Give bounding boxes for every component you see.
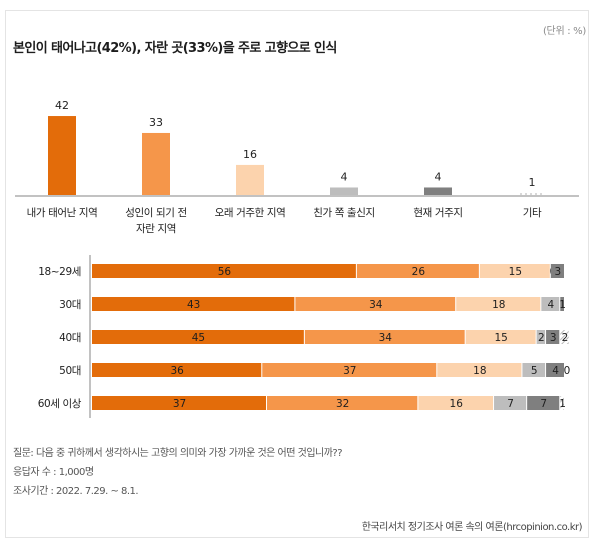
stack-segment [356, 264, 479, 278]
segment-label: 1 [559, 398, 566, 410]
unit-label: (단위 : %) [542, 26, 586, 37]
stack-segment [295, 297, 456, 311]
stack-segment [456, 297, 541, 311]
segment-label: 37 [173, 398, 186, 410]
respondent-count: 응답자 수 : 1,000명 [13, 467, 94, 478]
stack-segment [465, 330, 536, 344]
category-label: 친가 쪽 출신지 [313, 207, 374, 219]
stack-segment [418, 396, 494, 410]
bar [424, 187, 452, 195]
category-label: 내가 태어난 지역 [27, 207, 98, 219]
segment-label: 43 [187, 299, 200, 311]
chart-title: 본인이 태어나고(42%), 자란 곳(33%)을 주로 고향으로 인식 [13, 41, 337, 56]
segment-label: 26 [412, 266, 426, 278]
data-label: 42 [55, 99, 69, 112]
stack-segment [541, 297, 560, 311]
data-label: 4 [341, 170, 348, 183]
overall-bar-chart: 42 내가 태어난 지역 33 성인이 되기 전자란 지역 16 오래 거주한 지역 4 친가… [15, 99, 579, 235]
segment-label: 4 [547, 299, 554, 311]
stack-segment [92, 297, 295, 311]
stack-segment [437, 363, 522, 377]
stack-segment [92, 330, 304, 344]
category-label: 자란 지역 [136, 223, 176, 235]
bar [330, 187, 358, 195]
segment-label: 34 [369, 299, 383, 311]
segment-label: 36 [170, 365, 184, 377]
segment-label: 16 [450, 398, 464, 410]
segment-label: 7 [540, 398, 547, 410]
segment-label: 56 [218, 266, 232, 278]
category-label: 현재 거주지 [413, 207, 462, 219]
stack-segment [560, 297, 564, 311]
stack-segment [560, 330, 569, 344]
segment-label: 7 [507, 398, 514, 410]
bar [48, 116, 76, 195]
segment-label: 34 [379, 332, 393, 344]
segment-label: 18 [492, 299, 505, 311]
segment-label: 5 [531, 365, 538, 377]
data-label: 4 [435, 170, 442, 183]
segment-label: 2 [562, 332, 569, 344]
stack-segment [536, 330, 546, 344]
segment-label: 32 [336, 398, 349, 410]
segment-label: 15 [494, 332, 507, 344]
stack-segment [92, 264, 356, 278]
category-label: 오래 거주한 지역 [215, 207, 286, 219]
bar [236, 164, 264, 195]
age-stacked-bar-chart: 18~29세5626150330대4334184140대45341523250대… [38, 255, 571, 418]
row-label: 60세 이상 [38, 398, 82, 410]
stack-segment [546, 330, 560, 344]
segment-label: 4 [552, 365, 559, 377]
stack-segment [479, 264, 550, 278]
category-label: 성인이 되기 전 [125, 207, 186, 219]
stack-segment [262, 363, 437, 377]
segment-label: 0 [564, 365, 571, 377]
stack-segment [92, 396, 267, 410]
stack-segment [494, 396, 527, 410]
row-label: 18~29세 [38, 266, 81, 278]
stack-segment [522, 363, 546, 377]
segment-label: 45 [192, 332, 205, 344]
category-label: 기타 [523, 207, 542, 219]
data-label: 16 [243, 148, 257, 161]
segment-label: 18 [473, 365, 486, 377]
stack-segment [560, 396, 564, 410]
stack-segment [546, 363, 564, 377]
segment-label: 2 [538, 332, 545, 344]
data-label: 1 [529, 176, 536, 189]
segment-label: 3 [555, 266, 562, 278]
row-label: 50대 [59, 365, 81, 377]
survey-question: 질문: 다음 중 귀하께서 생각하시는 고향의 의미와 가장 가까운 것은 어떤… [13, 448, 343, 459]
segment-label: 1 [559, 299, 566, 311]
stack-segment [304, 330, 465, 344]
row-label: 30대 [59, 299, 81, 311]
stack-segment [267, 396, 418, 410]
row-label: 40대 [59, 332, 81, 344]
source-credit: 한국리서치 정기조사 여론 속의 여론(hrcopinion.co.kr) [361, 522, 583, 533]
stack-segment [92, 363, 262, 377]
stack-segment [527, 396, 560, 410]
segment-label: 37 [343, 365, 356, 377]
survey-period: 조사기간 : 2022. 7.29. ~ 8.1. [13, 486, 139, 497]
data-label: 33 [149, 116, 163, 129]
bar [142, 132, 170, 195]
stack-segment [550, 264, 564, 278]
segment-label: 3 [550, 332, 557, 344]
segment-label: 15 [509, 266, 522, 278]
